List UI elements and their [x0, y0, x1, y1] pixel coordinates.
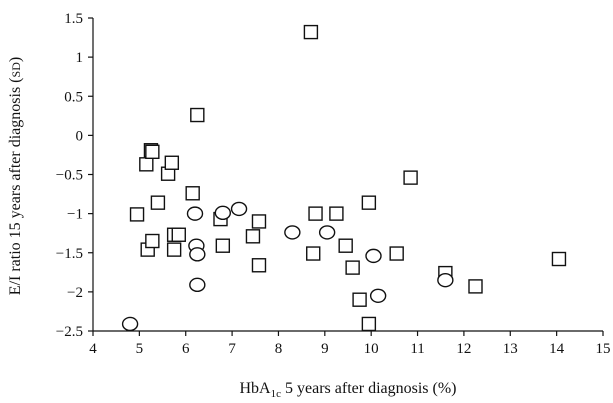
square-marker — [403, 170, 418, 185]
x-tick-label: 9 — [321, 341, 329, 357]
square-marker — [308, 206, 323, 221]
circle-marker — [230, 201, 248, 217]
circle-marker — [189, 247, 206, 262]
y-tick-label: −1 — [67, 207, 83, 223]
y-tick-label: 0 — [76, 128, 84, 144]
circle-marker — [186, 206, 204, 221]
square-marker — [171, 227, 186, 242]
square-marker — [361, 195, 377, 210]
y-axis-label-main: E/I ratio 15 years after diagnosis ( — [7, 77, 24, 295]
x-tick-label: 12 — [456, 341, 471, 357]
y-axis-label: E/I ratio 15 years after diagnosis (SD) — [7, 57, 24, 295]
y-tick-label: 1 — [76, 50, 84, 66]
square-marker — [251, 258, 267, 273]
x-axis-label: HbA1c 5 years after diagnosis (%) — [240, 380, 457, 400]
x-tick-label: 4 — [89, 341, 97, 357]
y-tick-label: −2.5 — [56, 324, 83, 340]
square-marker — [190, 107, 205, 123]
square-marker — [338, 238, 353, 253]
y-tick-label: 0.5 — [64, 89, 83, 105]
x-axis-label-rest: 5 years after diagnosis (%) — [281, 380, 457, 397]
x-tick-label: 10 — [364, 341, 379, 357]
square-marker — [215, 238, 231, 253]
square-marker — [150, 195, 166, 210]
square-marker — [145, 233, 160, 249]
x-axis-label-subscript: 1c — [271, 388, 282, 400]
square-marker — [129, 207, 145, 222]
circle-marker — [214, 205, 232, 221]
y-tick-label: −0.5 — [56, 168, 83, 184]
square-marker — [251, 214, 267, 229]
x-axis-label-main: HbA — [240, 380, 272, 397]
square-marker — [306, 246, 321, 261]
x-tick-label: 15 — [596, 341, 611, 357]
y-tick-label: −2 — [67, 285, 83, 301]
y-axis-label-unit: SD — [9, 62, 23, 78]
x-tick-label: 8 — [275, 341, 283, 357]
circle-marker — [437, 272, 454, 288]
square-marker — [139, 157, 154, 172]
x-tick-label: 14 — [549, 341, 565, 357]
square-marker — [361, 316, 377, 332]
square-marker — [329, 206, 344, 221]
circle-marker — [189, 277, 206, 293]
square-marker — [468, 279, 483, 294]
y-tick-label: −1.5 — [56, 246, 83, 262]
x-tick-label: 13 — [503, 341, 518, 357]
square-marker — [166, 242, 182, 257]
square-marker — [389, 246, 404, 261]
x-axis: 4 5 6 7 8 9 10 11 12 13 14 15 — [89, 330, 611, 357]
circle-marker — [318, 225, 336, 240]
square-marker — [164, 155, 180, 170]
x-tick-label: 11 — [410, 341, 424, 357]
x-tick-label: 5 — [136, 341, 144, 357]
circle-marker — [284, 225, 301, 240]
square-marker — [551, 251, 567, 267]
x-tick-label: 7 — [228, 341, 236, 357]
square-marker — [185, 186, 200, 201]
square-marker — [345, 260, 360, 275]
x-tick-label: 6 — [182, 341, 190, 357]
square-marker — [303, 24, 319, 40]
square-marker — [352, 292, 367, 307]
square-marker — [145, 144, 160, 160]
circle-marker — [121, 316, 139, 332]
square-marker — [245, 229, 261, 244]
y-axis: 1.5 1 0.5 0 −0.5 −1 −1.5 −2 −2.5 — [56, 11, 94, 340]
y-tick-label: 1.5 — [64, 11, 83, 27]
data-points — [121, 24, 567, 332]
y-axis-label-close: ) — [7, 57, 24, 62]
circle-marker — [369, 288, 387, 303]
circle-marker — [365, 248, 382, 264]
